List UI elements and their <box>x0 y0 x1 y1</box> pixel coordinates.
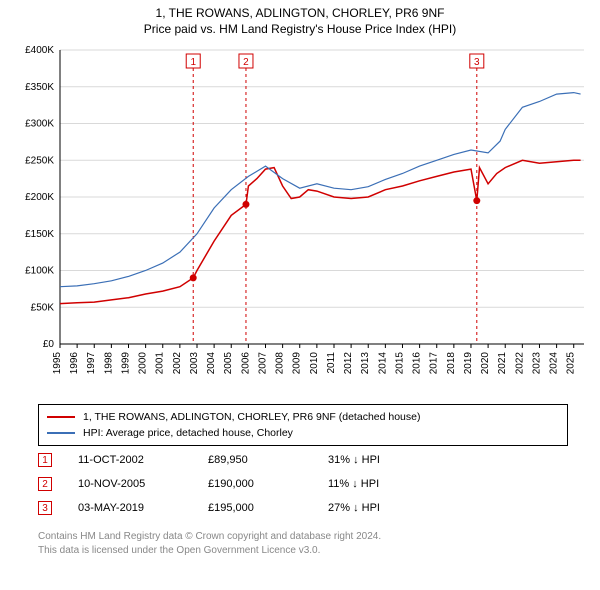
legend-swatch-property <box>47 416 75 418</box>
svg-text:2: 2 <box>243 57 249 68</box>
price-chart: £0 £50K £100K £150K £200K £250K £300K £350K £400… <box>10 44 590 394</box>
svg-text:2016: 2016 <box>412 352 423 375</box>
svg-text:2025: 2025 <box>566 352 577 375</box>
svg-text:£0: £0 <box>43 339 55 350</box>
svg-text:1996: 1996 <box>69 352 80 375</box>
sale-price: £195,000 <box>208 502 328 514</box>
sale-marker-2: 2 <box>38 477 52 491</box>
svg-text:2005: 2005 <box>223 352 234 375</box>
svg-text:2019: 2019 <box>463 352 474 375</box>
svg-text:2021: 2021 <box>497 352 508 375</box>
svg-text:2009: 2009 <box>292 352 303 375</box>
legend-label-property: 1, THE ROWANS, ADLINGTON, CHORLEY, PR6 9… <box>83 411 420 423</box>
svg-text:1997: 1997 <box>86 352 97 375</box>
sale-price: £89,950 <box>208 454 328 466</box>
footer-line-1: Contains HM Land Registry data © Crown c… <box>38 530 578 544</box>
title-line-1: 1, THE ROWANS, ADLINGTON, CHORLEY, PR6 9… <box>10 6 590 20</box>
sales-table: 1 11-OCT-2002 £89,950 31% ↓ HPI 2 10-NOV… <box>38 448 448 520</box>
svg-text:£250K: £250K <box>25 155 54 166</box>
sale-marker-1: 1 <box>38 453 52 467</box>
sale-date: 11-OCT-2002 <box>78 454 208 466</box>
title-line-2: Price paid vs. HM Land Registry's House … <box>10 22 590 36</box>
legend-row-property: 1, THE ROWANS, ADLINGTON, CHORLEY, PR6 9… <box>47 409 559 425</box>
svg-text:2020: 2020 <box>480 352 491 375</box>
svg-text:2003: 2003 <box>189 352 200 375</box>
svg-text:£350K: £350K <box>25 82 54 93</box>
sale-date: 03-MAY-2019 <box>78 502 208 514</box>
svg-text:2008: 2008 <box>275 352 286 375</box>
sale-date: 10-NOV-2005 <box>78 478 208 490</box>
chart-title-block: 1, THE ROWANS, ADLINGTON, CHORLEY, PR6 9… <box>0 0 600 38</box>
legend-row-hpi: HPI: Average price, detached house, Chor… <box>47 425 559 441</box>
sale-marker-3: 3 <box>38 501 52 515</box>
svg-text:2001: 2001 <box>155 352 166 375</box>
svg-text:£150K: £150K <box>25 229 54 240</box>
svg-text:2024: 2024 <box>549 352 560 375</box>
sale-price: £190,000 <box>208 478 328 490</box>
legend-swatch-hpi <box>47 432 75 434</box>
svg-text:2006: 2006 <box>240 352 251 375</box>
sale-diff: 31% ↓ HPI <box>328 454 448 466</box>
svg-text:£50K: £50K <box>31 302 55 313</box>
svg-text:2012: 2012 <box>343 352 354 375</box>
svg-text:2013: 2013 <box>360 352 371 375</box>
svg-text:2011: 2011 <box>326 352 337 374</box>
svg-text:1: 1 <box>190 57 196 68</box>
sales-row: 2 10-NOV-2005 £190,000 11% ↓ HPI <box>38 472 448 496</box>
attribution-footer: Contains HM Land Registry data © Crown c… <box>38 530 578 557</box>
sales-row: 1 11-OCT-2002 £89,950 31% ↓ HPI <box>38 448 448 472</box>
svg-text:2004: 2004 <box>206 352 217 375</box>
svg-text:£300K: £300K <box>25 119 54 130</box>
svg-text:2002: 2002 <box>172 352 183 375</box>
chart-svg: £0 £50K £100K £150K £200K £250K £300K £350K £400… <box>10 44 590 394</box>
svg-text:2010: 2010 <box>309 352 320 375</box>
svg-text:2017: 2017 <box>429 352 440 375</box>
svg-text:2014: 2014 <box>377 352 388 375</box>
svg-text:£400K: £400K <box>25 45 54 56</box>
svg-text:2000: 2000 <box>138 352 149 375</box>
sales-row: 3 03-MAY-2019 £195,000 27% ↓ HPI <box>38 496 448 520</box>
svg-text:1999: 1999 <box>120 352 131 375</box>
sale-diff: 11% ↓ HPI <box>328 478 448 490</box>
svg-text:2018: 2018 <box>446 352 457 375</box>
svg-text:2015: 2015 <box>394 352 405 375</box>
footer-line-2: This data is licensed under the Open Gov… <box>38 544 578 558</box>
svg-text:1998: 1998 <box>103 352 114 375</box>
sale-diff: 27% ↓ HPI <box>328 502 448 514</box>
svg-text:£100K: £100K <box>25 266 54 277</box>
legend: 1, THE ROWANS, ADLINGTON, CHORLEY, PR6 9… <box>38 404 568 446</box>
legend-label-hpi: HPI: Average price, detached house, Chor… <box>83 427 293 439</box>
svg-text:2022: 2022 <box>514 352 525 375</box>
svg-text:2023: 2023 <box>531 352 542 375</box>
svg-text:3: 3 <box>474 57 480 68</box>
svg-text:2007: 2007 <box>257 352 268 375</box>
svg-text:£200K: £200K <box>25 192 54 203</box>
svg-text:1995: 1995 <box>52 352 63 375</box>
